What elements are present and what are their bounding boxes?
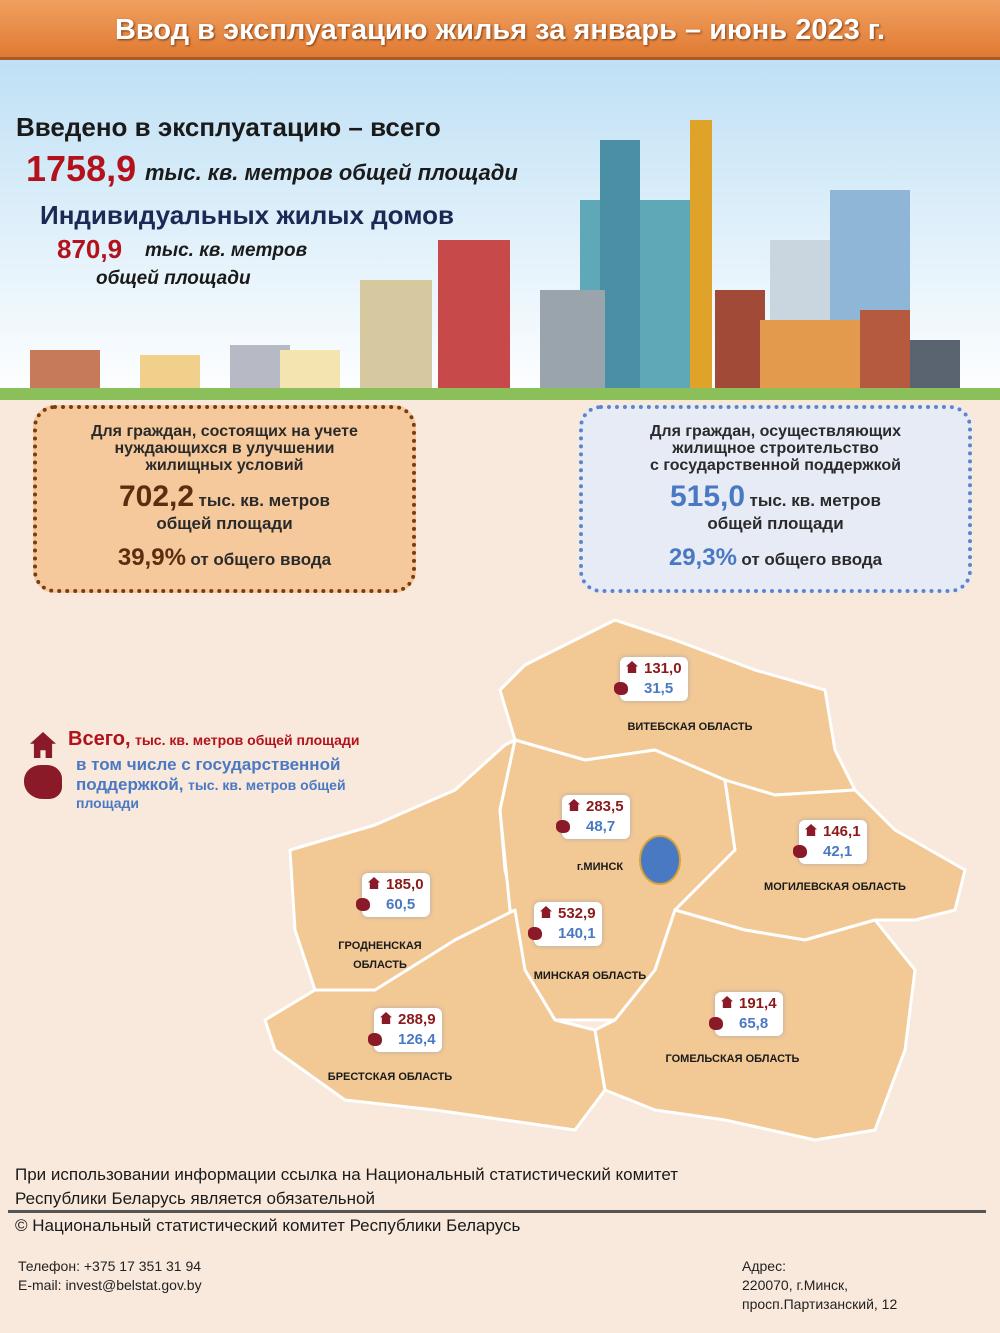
house-icon — [626, 661, 638, 673]
region-value-card: 288,9 126,4 — [368, 1008, 442, 1052]
footer-divider — [8, 1210, 986, 1213]
phone: Телефон: +375 17 351 31 94 — [18, 1258, 202, 1274]
region-total: 288,9 — [398, 1011, 436, 1028]
total-unit: тыс. кв. метров общей площади — [145, 160, 518, 185]
region-name: ГРОДНЕНСКАЯ ОБЛАСТЬ — [338, 940, 422, 971]
legend-total-label: Всего, — [68, 728, 131, 750]
region-total: 131,0 — [644, 660, 682, 677]
box-percent: 29,3% — [668, 544, 737, 571]
box-heading: Для граждан, осуществляющих — [650, 423, 901, 440]
individual-unit: тыс. кв. метров — [145, 240, 308, 261]
region-value-card: 191,4 65,8 — [709, 992, 783, 1036]
region-state: 42,1 — [823, 843, 853, 860]
belarus-map-icon — [556, 820, 570, 833]
region-state: 48,7 — [586, 818, 616, 835]
address-line: просп.Партизанский, 12 — [742, 1296, 898, 1312]
usage-notice-2: Республики Беларусь является обязательно… — [15, 1189, 375, 1208]
legend-state-unit-2: площади — [76, 795, 139, 811]
box-unit: общей площади — [707, 514, 844, 533]
total-label: Введено в эксплуатацию – всего — [16, 112, 441, 142]
legend-total-unit: тыс. кв. метров общей площади — [134, 732, 360, 748]
house-icon — [805, 824, 817, 836]
box-heading: нуждающихся в улучшении — [114, 440, 335, 457]
region-name: ГОМЕЛЬСКАЯ ОБЛАСТЬ — [665, 1053, 800, 1065]
belarus-map-icon — [528, 927, 542, 940]
region-value-card: 185,0 60,5 — [356, 873, 430, 917]
region-total: 532,9 — [558, 905, 596, 922]
region-value-card: 532,9 140,1 — [528, 902, 602, 946]
region-state: 60,5 — [386, 896, 416, 913]
minsk-coat-of-arms-icon — [639, 835, 681, 885]
box-percent: 39,9% — [117, 544, 186, 571]
house-icon — [380, 1012, 392, 1024]
legend-state-unit: тыс. кв. метров общей — [187, 777, 346, 793]
box-heading: Для граждан, состоящих на учете — [91, 423, 358, 440]
box-unit: тыс. кв. метров — [198, 491, 331, 510]
region-value-card: 131,0 31,5 — [614, 657, 688, 701]
box-percent-label: от общего ввода — [190, 550, 332, 569]
region-value-card: 283,5 48,7 — [556, 795, 630, 839]
belarus-map-icon — [709, 1017, 723, 1030]
individual-unit-2: общей площади — [96, 268, 251, 289]
total-value: 1758,9 — [26, 148, 137, 189]
region-state: 65,8 — [739, 1015, 769, 1032]
page-title: Ввод в эксплуатацию жилья за январь – ию… — [0, 0, 1000, 60]
region-name: МИНСКАЯ ОБЛАСТЬ — [533, 970, 647, 982]
box-heading: жилищное строительство — [672, 440, 879, 457]
region-state: 31,5 — [644, 680, 674, 697]
box-value: 702,2 — [118, 480, 195, 513]
belarus-map-icon — [614, 682, 628, 695]
individual-value: 870,9 — [57, 234, 123, 264]
region-value-card: 146,1 42,1 — [793, 820, 867, 864]
region-total: 283,5 — [586, 798, 624, 815]
legend: Всего, тыс. кв. метров общей площади в т… — [24, 728, 450, 811]
address-line: 220070, г.Минск, — [742, 1277, 849, 1293]
region-name: БРЕСТСКАЯ ОБЛАСТЬ — [327, 1071, 453, 1083]
box-percent-label: от общего ввода — [741, 550, 883, 569]
hero-city-illustration: Введено в эксплуатацию – всего 1758,9 ты… — [0, 60, 1000, 400]
individual-label: Индивидуальных жилых домов — [40, 200, 454, 230]
usage-notice: При использовании информации ссылка на Н… — [15, 1165, 679, 1184]
house-icon — [540, 906, 552, 918]
region-state: 126,4 — [398, 1031, 436, 1048]
region-total: 185,0 — [386, 876, 424, 893]
region-name: г.МИНСК — [576, 861, 624, 873]
region-total: 146,1 — [823, 823, 861, 840]
email-link[interactable]: E-mail: invest@belstat.gov.by — [18, 1277, 202, 1293]
region-name: МОГИЛЕВСКАЯ ОБЛАСТЬ — [764, 881, 906, 893]
box-unit: тыс. кв. метров — [749, 491, 882, 510]
needy-citizens-box: Для граждан, состоящих на учете нуждающи… — [33, 405, 416, 593]
box-value: 515,0 — [669, 480, 746, 513]
legend-state-label: в том числе с государственной — [76, 755, 341, 774]
address-label: Адрес: — [742, 1258, 786, 1274]
box-heading: жилищных условий — [145, 457, 304, 474]
house-icon — [721, 996, 733, 1008]
legend-state-label-2: поддержкой, — [76, 775, 184, 794]
state-support-box: Для граждан, осуществляющих жилищное стр… — [579, 405, 972, 593]
belarus-map-icon — [368, 1033, 382, 1046]
region-state: 140,1 — [558, 925, 596, 942]
region-name: ВИТЕБСКАЯ ОБЛАСТЬ — [627, 721, 753, 733]
box-heading: с государственной поддержкой — [650, 457, 901, 474]
house-icon — [568, 799, 580, 811]
house-icon — [368, 877, 380, 889]
belarus-map-icon — [793, 845, 807, 858]
box-unit: общей площади — [156, 514, 293, 533]
belarus-map-icon — [24, 765, 62, 799]
belarus-map-icon — [356, 898, 370, 911]
copyright: © Национальный статистический комитет Ре… — [15, 1216, 521, 1235]
region-total: 191,4 — [739, 995, 777, 1012]
